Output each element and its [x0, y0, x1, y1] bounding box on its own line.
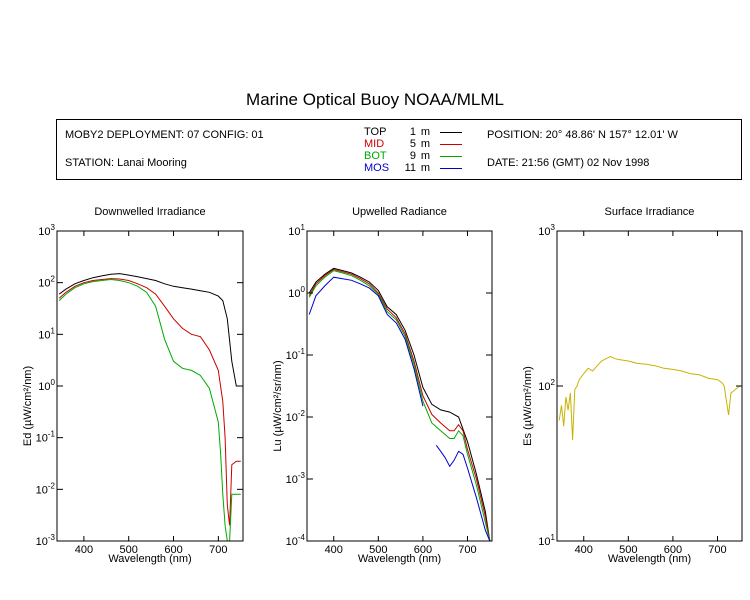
legend-name: BOT: [364, 150, 387, 162]
legend-item-bot: BOT 9 m: [364, 150, 462, 162]
x-tick-label: 500: [369, 544, 387, 556]
deployment-label: MOBY2 DEPLOYMENT: 07 CONFIG: 01: [65, 129, 264, 141]
legend-unit: m: [420, 126, 430, 138]
legend-unit: m: [420, 162, 430, 174]
chart-series-group: [58, 273, 241, 541]
chart-series-group: [308, 267, 491, 541]
y-tick-label: 102: [538, 378, 555, 393]
legend-unit: m: [420, 138, 430, 150]
series-line-top: [308, 267, 491, 541]
legend-name: MID: [364, 138, 385, 150]
legend-line-swatch: [440, 155, 462, 157]
x-axis-label: Wavelength (nm): [608, 553, 691, 565]
legend-item-mid: MID 5 m: [364, 138, 462, 150]
plot-frame: [306, 230, 493, 542]
y-tick-label: 101: [38, 326, 55, 341]
series-line-es: [558, 355, 741, 440]
y-axis-label: Lu (µW/cm²/sr/nm): [272, 360, 284, 451]
chart-title: Surface Irradiance: [605, 206, 695, 218]
series-line-bot: [58, 278, 241, 541]
x-tick-label: 700: [708, 544, 726, 556]
chart-panel-2: Upwelled Radiance 400 500 600 700 10-4 10-3 10-…: [272, 206, 493, 565]
y-tick-label: 102: [38, 275, 55, 290]
x-tick-label: 500: [619, 544, 637, 556]
legend-unit: m: [420, 150, 430, 162]
chart-panel-3: Surface Irradiance 400 500 600 700 101 102 103 W…: [522, 206, 743, 565]
series-line-bot: [308, 270, 491, 541]
position-label: POSITION: 20° 48.86' N 157° 12.01' W: [487, 129, 678, 141]
y-tick-label: 103: [38, 223, 55, 238]
x-tick-label: 500: [120, 544, 138, 556]
legend-depth: 5: [409, 138, 416, 150]
x-tick-label: 400: [575, 544, 593, 556]
chart-title: Downwelled Irradiance: [94, 206, 205, 218]
y-tick-label: 100: [38, 378, 55, 393]
legend-item-mos: MOS 11 m: [364, 162, 462, 174]
legend-line-swatch: [440, 143, 462, 145]
chart-series-group: [558, 355, 741, 440]
y-tick-label: 101: [538, 533, 555, 548]
plot-frame: [56, 230, 244, 542]
y-tick-label: 10-3: [36, 533, 56, 548]
chart-main-title: Marine Optical Buoy NOAA/MLML: [246, 90, 504, 109]
y-tick-label: 10-3: [286, 471, 306, 486]
y-tick-label: 10-1: [36, 430, 56, 445]
y-axis-label: Ed (µW/cm²/nm): [22, 366, 34, 446]
x-tick-label: 400: [75, 544, 93, 556]
y-tick-label: 10-2: [36, 481, 56, 496]
legend-item-top: TOP 1 m: [364, 126, 462, 138]
legend-line-swatch: [440, 167, 462, 169]
series-line-mid: [308, 268, 491, 541]
legend-name: TOP: [364, 126, 387, 138]
station-label: STATION: Lanai Mooring: [65, 157, 187, 169]
series-line-mos: [308, 276, 491, 541]
y-tick-label: 10-4: [286, 533, 306, 548]
y-tick-label: 10-2: [286, 409, 306, 424]
x-axis-label: Wavelength (nm): [358, 553, 441, 565]
x-tick-label: 600: [664, 544, 682, 556]
x-tick-label: 700: [209, 544, 227, 556]
chart-panel-1: Downwelled Irradiance 400 500 600 700 10-3 10-…: [22, 206, 244, 565]
y-tick-label: 100: [288, 285, 305, 300]
chart-title: Upwelled Radiance: [352, 206, 447, 218]
date-label: DATE: 21:56 (GMT) 02 Nov 1998: [487, 157, 650, 169]
legend-line-swatch: [440, 131, 462, 133]
series-line-mid: [58, 278, 241, 526]
legend-depth: 1: [409, 126, 416, 138]
y-tick-label: 10-1: [286, 347, 306, 362]
x-tick-label: 600: [414, 544, 432, 556]
legend-name: MOS: [364, 162, 390, 174]
deployment-info-box: MOBY2 DEPLOYMENT: 07 CONFIG: 01 STATION:…: [56, 119, 742, 180]
plot-frame: [556, 230, 743, 542]
y-axis-label: Es (µW/cm²/nm): [522, 366, 534, 446]
x-tick-label: 400: [325, 544, 343, 556]
legend-depth: 11: [404, 162, 416, 174]
x-tick-label: 600: [164, 544, 182, 556]
legend-depth: 9: [409, 150, 416, 162]
y-tick-label: 103: [538, 223, 555, 238]
x-axis-label: Wavelength (nm): [108, 553, 191, 565]
series-line-top: [58, 273, 241, 387]
x-tick-label: 700: [458, 544, 476, 556]
y-tick-label: 101: [288, 223, 305, 238]
